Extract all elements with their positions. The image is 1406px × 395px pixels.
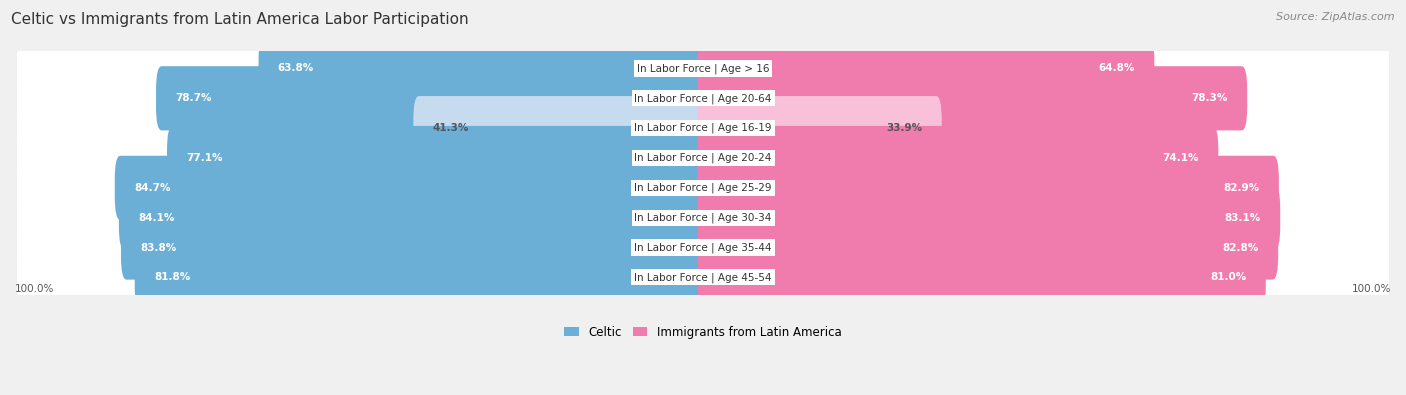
- FancyBboxPatch shape: [135, 245, 709, 309]
- FancyBboxPatch shape: [17, 255, 1389, 300]
- FancyBboxPatch shape: [17, 257, 1389, 298]
- FancyBboxPatch shape: [697, 96, 942, 160]
- Text: 77.1%: 77.1%: [187, 153, 222, 163]
- Text: In Labor Force | Age > 16: In Labor Force | Age > 16: [637, 63, 769, 74]
- FancyBboxPatch shape: [120, 186, 709, 250]
- FancyBboxPatch shape: [17, 105, 1389, 151]
- FancyBboxPatch shape: [259, 36, 709, 101]
- Text: 81.0%: 81.0%: [1211, 273, 1247, 282]
- Text: 64.8%: 64.8%: [1098, 64, 1135, 73]
- Text: In Labor Force | Age 45-54: In Labor Force | Age 45-54: [634, 272, 772, 283]
- Text: 63.8%: 63.8%: [278, 64, 314, 73]
- FancyBboxPatch shape: [156, 66, 709, 130]
- FancyBboxPatch shape: [115, 156, 709, 220]
- FancyBboxPatch shape: [17, 167, 1389, 208]
- FancyBboxPatch shape: [167, 126, 709, 190]
- FancyBboxPatch shape: [17, 46, 1389, 91]
- FancyBboxPatch shape: [17, 108, 1389, 149]
- FancyBboxPatch shape: [17, 195, 1389, 241]
- FancyBboxPatch shape: [697, 36, 1154, 101]
- Text: 41.3%: 41.3%: [433, 123, 470, 133]
- Text: 74.1%: 74.1%: [1163, 153, 1199, 163]
- Text: In Labor Force | Age 35-44: In Labor Force | Age 35-44: [634, 242, 772, 253]
- Text: In Labor Force | Age 25-29: In Labor Force | Age 25-29: [634, 182, 772, 193]
- Text: In Labor Force | Age 30-34: In Labor Force | Age 30-34: [634, 213, 772, 223]
- Legend: Celtic, Immigrants from Latin America: Celtic, Immigrants from Latin America: [560, 321, 846, 343]
- FancyBboxPatch shape: [17, 135, 1389, 181]
- FancyBboxPatch shape: [697, 215, 1278, 280]
- Text: 81.8%: 81.8%: [155, 273, 190, 282]
- Text: 33.9%: 33.9%: [886, 123, 922, 133]
- Text: 78.7%: 78.7%: [176, 93, 212, 103]
- Text: 84.1%: 84.1%: [138, 213, 174, 223]
- FancyBboxPatch shape: [121, 215, 709, 280]
- Text: In Labor Force | Age 16-19: In Labor Force | Age 16-19: [634, 123, 772, 134]
- Text: In Labor Force | Age 20-24: In Labor Force | Age 20-24: [634, 153, 772, 163]
- Text: 82.9%: 82.9%: [1223, 183, 1260, 193]
- FancyBboxPatch shape: [697, 66, 1247, 130]
- Text: 78.3%: 78.3%: [1191, 93, 1227, 103]
- Text: 82.8%: 82.8%: [1223, 243, 1258, 252]
- Text: 100.0%: 100.0%: [15, 284, 55, 294]
- FancyBboxPatch shape: [17, 75, 1389, 121]
- FancyBboxPatch shape: [17, 225, 1389, 270]
- FancyBboxPatch shape: [697, 126, 1219, 190]
- FancyBboxPatch shape: [697, 156, 1279, 220]
- Text: 83.1%: 83.1%: [1225, 213, 1261, 223]
- FancyBboxPatch shape: [413, 96, 709, 160]
- FancyBboxPatch shape: [17, 198, 1389, 238]
- FancyBboxPatch shape: [17, 165, 1389, 211]
- FancyBboxPatch shape: [697, 245, 1265, 309]
- FancyBboxPatch shape: [697, 186, 1281, 250]
- FancyBboxPatch shape: [17, 138, 1389, 178]
- FancyBboxPatch shape: [17, 78, 1389, 118]
- Text: 100.0%: 100.0%: [1351, 284, 1391, 294]
- FancyBboxPatch shape: [17, 48, 1389, 89]
- Text: 83.8%: 83.8%: [141, 243, 177, 252]
- Text: Celtic vs Immigrants from Latin America Labor Participation: Celtic vs Immigrants from Latin America …: [11, 12, 468, 27]
- FancyBboxPatch shape: [17, 227, 1389, 268]
- Text: In Labor Force | Age 20-64: In Labor Force | Age 20-64: [634, 93, 772, 103]
- Text: 84.7%: 84.7%: [134, 183, 170, 193]
- Text: Source: ZipAtlas.com: Source: ZipAtlas.com: [1277, 12, 1395, 22]
